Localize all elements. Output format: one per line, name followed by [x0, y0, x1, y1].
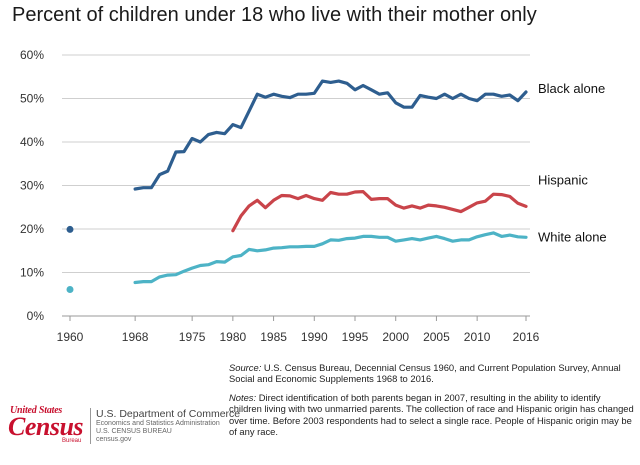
logo-census-wordmark: Census [8, 412, 84, 441]
data-point-white-alone-1960 [66, 285, 74, 293]
notes-text: Notes: Direct identification of both par… [229, 392, 634, 438]
x-tick-label: 2010 [464, 330, 491, 344]
org-line-website: census.gov [96, 436, 132, 443]
x-tick-label: 1990 [301, 330, 328, 344]
series-group [66, 79, 528, 293]
x-tick-label: 1960 [57, 330, 84, 344]
y-tick-label: 30% [20, 179, 44, 193]
y-axis-ticks: 0% 10% 20% 30% 40% 50% 60% [20, 48, 44, 323]
series-hispanic [231, 190, 528, 233]
x-tick-label: 1985 [260, 330, 287, 344]
grid-lines [62, 54, 530, 317]
x-tick-label: 2016 [513, 330, 540, 344]
y-tick-label: 60% [20, 48, 44, 62]
y-tick-label: 40% [20, 135, 44, 149]
series-line-hispanic [231, 190, 528, 233]
x-tick-label: 1980 [220, 330, 247, 344]
series-labels: Black alone Hispanic White alone [538, 81, 607, 244]
series-black-alone [66, 79, 528, 233]
x-axis-ticks: 1960 1968 1975 1980 1985 1990 1995 2000 2005 2010… [57, 316, 540, 344]
logo-divider [90, 408, 91, 444]
x-tick-label: 1995 [342, 330, 369, 344]
source-body: U.S. Census Bureau, Decennial Census 196… [229, 362, 621, 385]
series-white-alone [66, 231, 528, 293]
chart-title: Percent of children under 18 who live wi… [12, 4, 537, 26]
x-tick-label: 1968 [122, 330, 149, 344]
org-line-esa: Economics and Statistics Administration [96, 420, 220, 427]
series-line-black-alone [133, 79, 528, 191]
data-point-black-alone-1960 [66, 225, 74, 233]
series-label-hispanic: Hispanic [538, 172, 588, 187]
y-tick-label: 50% [20, 92, 44, 106]
department-name: U.S. Department of Commerce [96, 408, 241, 420]
x-tick-label: 2005 [423, 330, 450, 344]
y-tick-label: 0% [27, 309, 45, 323]
census-logo-footer: United States Census Bureau U.S. Departm… [6, 405, 241, 449]
series-label-black-alone: Black alone [538, 81, 605, 96]
source-text: Source: U.S. Census Bureau, Decennial Ce… [229, 362, 634, 385]
x-tick-label: 2000 [382, 330, 409, 344]
source-notes: Source: U.S. Census Bureau, Decennial Ce… [229, 362, 634, 444]
org-line-bureau: U.S. CENSUS BUREAU [96, 428, 172, 435]
line-chart: 0% 10% 20% 30% 40% 50% 60% 1960 1968 1975 1980 198… [20, 48, 607, 344]
y-tick-label: 20% [20, 222, 44, 236]
logo-bureau: Bureau [62, 438, 82, 444]
series-label-white-alone: White alone [538, 229, 607, 244]
series-line-white-alone [133, 231, 528, 285]
x-tick-label: 1975 [179, 330, 206, 344]
source-label: Source: [229, 362, 262, 373]
y-tick-label: 10% [20, 266, 44, 280]
notes-body: Direct identification of both parents be… [229, 391, 634, 438]
logo-united-states: United States [10, 405, 63, 416]
org-info: U.S. Department of Commerce Economics an… [96, 408, 241, 444]
notes-label: Notes: [229, 391, 257, 403]
